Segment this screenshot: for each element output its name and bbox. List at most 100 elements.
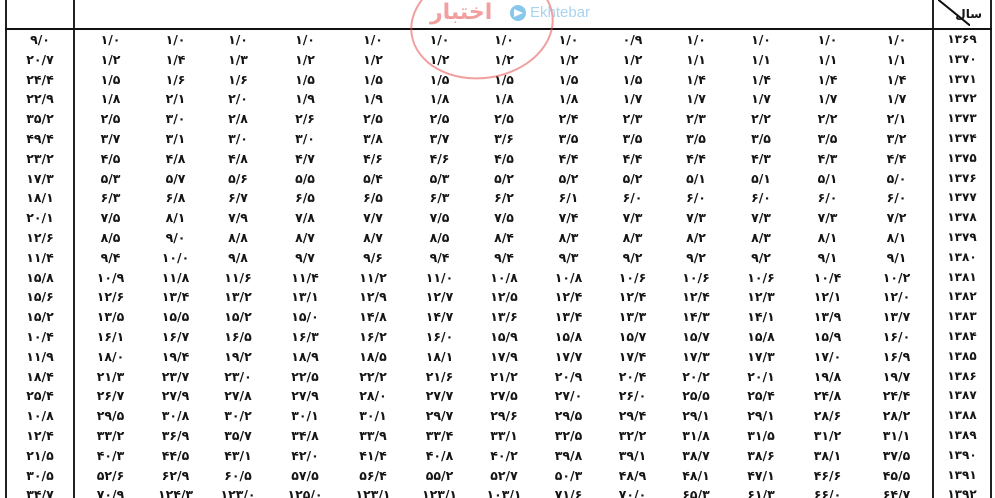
value-cell: ۱۷/۳: [747, 348, 775, 364]
value-cell: ۲۴/۸: [813, 388, 842, 404]
value-cell: ۱۶/۹: [882, 348, 911, 364]
value-cell: ۳۴/۸: [291, 427, 319, 443]
value-cell: ۸/۴: [494, 229, 514, 245]
value-cell: ۱/۸: [494, 91, 514, 107]
value-cell: ۲۶/۰: [618, 388, 647, 404]
value-cell: ۱۵/۲: [5, 307, 74, 327]
value-cell: ۶۰/۵: [224, 467, 252, 483]
value-cell: ۲۳/۰: [224, 368, 252, 384]
value-cell: ۶/۱: [558, 190, 579, 206]
table-row: ۱۳۹۰ ۳۷/۵ ۳۸/۱ ۳۸/۶ ۳۸/۷ ۳۹/۱ ۳۹/۸ ۴۰/۲ ۴۰/۸ ۴۱/۴…: [5, 445, 992, 466]
value-cell: ۱۰/۸: [490, 269, 518, 285]
year-cell: ۱۳۷۳: [932, 109, 992, 129]
value-cell: ۵/۱: [817, 170, 838, 186]
table-row: ۱۳۹۲ ۶۴/۷ ۶۶/۰ ۶۱/۳ ۶۵/۳ ۷۰/۰ ۷۱/۶ ۱۰۳/۱ ۱۲۳/۱ ۱۲…: [5, 485, 992, 498]
value-cell: ۲۰/۴: [618, 368, 647, 384]
value-cell: ۵/۳: [73, 168, 146, 189]
value-cell: ۱۱/۲: [359, 269, 387, 285]
value-cell: ۱۵/۸: [747, 328, 775, 344]
value-cell: ۲۹/۶: [490, 408, 518, 424]
value-cell: ۱/۷: [886, 91, 907, 107]
value-cell: ۷/۹: [228, 210, 248, 226]
value-cell: ۱۶/۷: [161, 328, 190, 344]
year-cell: ۱۳۸۵: [932, 346, 992, 367]
value-cell: ۵/۰: [886, 170, 907, 186]
value-cell: ۴/۵: [494, 150, 514, 166]
value-cell: ۹/۲: [751, 249, 771, 265]
value-cell: ۲۸/۰: [359, 388, 387, 404]
value-cell: ۱۰/۲: [882, 269, 911, 285]
value-cell: ۵/۱: [686, 170, 706, 186]
value-cell: ۴/۸: [228, 150, 248, 166]
value-cell: ۳۷/۵: [882, 447, 911, 463]
value-cell: ۴/۸: [165, 150, 186, 166]
value-cell: ۱۷/۳: [682, 348, 710, 364]
value-cell: ۶/۸: [165, 190, 186, 206]
column-header: [861, 0, 933, 30]
value-cell: ۴/۶: [429, 150, 450, 166]
value-cell: ۱۴/۸: [359, 309, 387, 325]
value-cell: ۲۹/۱: [682, 408, 710, 424]
value-cell: ۱/۷: [751, 91, 771, 107]
value-cell: ۱۳/۳: [618, 309, 647, 325]
value-cell: ۱/۰: [228, 32, 248, 47]
value-cell: ۱/۰: [73, 29, 146, 50]
value-cell: ۷/۳: [622, 210, 643, 226]
year-cell: ۱۳۸۱: [932, 267, 992, 288]
value-cell: ۲۱/۲: [490, 368, 518, 384]
year-cell: ۱۳۹۲: [932, 485, 992, 498]
value-cell: ۲۳/۲: [5, 148, 74, 169]
value-cell: ۳۳/۴: [425, 427, 454, 443]
value-cell: ۲۷/۹: [161, 388, 190, 404]
value-cell: ۱/۵: [363, 71, 383, 87]
value-cell: ۴۴/۵: [161, 447, 190, 463]
value-cell: ۱۷/۷: [554, 348, 583, 364]
value-cell: ۱/۲: [494, 51, 514, 67]
year-cell: ۱۳۸۳: [932, 307, 992, 327]
year-cell: ۱۳۸۹: [932, 425, 992, 446]
value-cell: ۹/۴: [429, 249, 450, 265]
value-cell: ۱۱/۶: [224, 269, 252, 285]
value-cell: ۶/۵: [295, 190, 315, 206]
value-cell: ۱۵/۵: [161, 309, 190, 325]
value-cell: ۵۷/۵: [291, 467, 319, 483]
diagonal-divider: [938, 0, 970, 26]
value-cell: ۳۶/۹: [161, 427, 190, 443]
value-cell: ۲۰/۹: [554, 368, 583, 384]
value-cell: ۷۰/۹: [73, 485, 146, 498]
value-cell: ۲۷/۹: [291, 388, 319, 404]
value-cell: ۲/۲: [751, 111, 771, 127]
value-cell: ۲۸/۲: [882, 408, 911, 424]
value-cell: ۲۶/۷: [73, 386, 146, 407]
value-cell: ۱۵/۲: [224, 309, 252, 325]
value-cell: ۱۴/۳: [682, 309, 710, 325]
value-cell: ۲۴/۴: [5, 69, 74, 90]
value-cell: ۲۰/۱: [747, 368, 775, 384]
value-cell: ۱/۱: [886, 51, 907, 67]
value-cell: ۷/۲: [886, 210, 907, 226]
value-cell: ۱۳/۴: [161, 289, 190, 305]
value-cell: ۱/۰: [363, 32, 383, 47]
value-cell: ۱۵/۹: [813, 328, 842, 344]
value-cell: ۴۰/۸: [425, 447, 454, 463]
data-table: سال ۱۳۶۹ ۱/۰ ۱/۰ ۱/۰ ۱/۰ ۰/۹ ۱/۰ ۱/۰ ۱/۰ ۱/۰ ۱/۰ ۱/…: [5, 0, 992, 498]
value-cell: ۱/۴: [817, 71, 838, 87]
value-cell: ۲۲/۹: [5, 89, 74, 110]
value-cell: ۱/۰: [429, 32, 450, 47]
value-cell: ۱/۰: [686, 32, 706, 47]
value-cell: ۱۳/۴: [554, 309, 583, 325]
value-cell: ۱۸/۰: [73, 346, 146, 367]
value-cell: ۴۹/۴: [5, 128, 74, 149]
year-cell: ۱۳۷۲: [932, 89, 992, 110]
value-cell: ۴/۴: [622, 150, 643, 166]
value-cell: ۲/۴: [558, 111, 579, 127]
value-cell: ۳۲/۲: [618, 427, 647, 443]
value-cell: ۳۵/۷: [224, 427, 252, 443]
value-cell: ۱/۶: [165, 71, 186, 87]
value-cell: ۱/۵: [558, 71, 579, 87]
value-cell: ۱۸/۵: [359, 348, 387, 364]
value-cell: ۲/۵: [429, 111, 450, 127]
value-cell: ۱۰/۶: [682, 269, 710, 285]
value-cell: ۲۹/۵: [73, 406, 146, 426]
value-cell: ۳۱/۵: [747, 427, 775, 443]
